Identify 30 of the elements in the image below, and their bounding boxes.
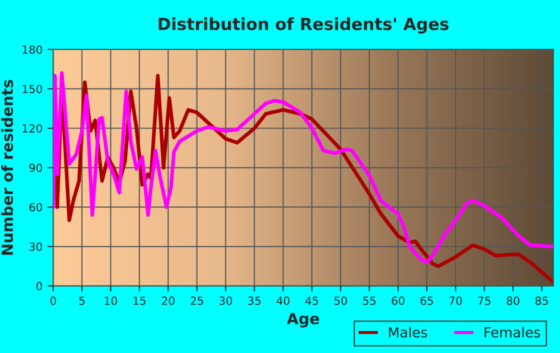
x-tick-label: 80	[506, 296, 520, 305]
x-tick-label: 30	[219, 296, 232, 305]
x-tick-label: 20	[162, 296, 174, 305]
legend-label: Males	[389, 326, 428, 338]
x-tick-label: 70	[449, 296, 462, 305]
y-tick-label: 0	[36, 282, 42, 290]
y-tick-label: 60	[29, 203, 42, 212]
x-tick-label: 65	[420, 296, 433, 305]
y-tick-label: 120	[22, 124, 42, 133]
x-tick-label: 85	[535, 296, 548, 305]
x-tick-label: 10	[104, 296, 118, 305]
x-axis-title: Age	[286, 313, 320, 328]
x-tick-label: 75	[478, 296, 490, 305]
chart-title: Distribution of Residents' Ages	[158, 17, 449, 34]
x-tick-label: 35	[248, 296, 260, 305]
y-tick-label: 30	[29, 242, 42, 251]
x-tick-label: 5	[79, 296, 85, 305]
x-tick-label: 55	[363, 296, 376, 305]
x-tick-label: 50	[334, 296, 347, 305]
y-tick-label: 150	[22, 84, 42, 94]
x-tick-label: 40	[276, 296, 290, 305]
legend-label: Females	[484, 326, 540, 338]
x-tick-label: 25	[190, 296, 203, 305]
y-tick-label: 180	[22, 45, 42, 54]
x-tick-label: 0	[50, 296, 56, 305]
x-tick-label: 45	[305, 296, 318, 305]
y-tick-label: 90	[29, 164, 42, 172]
x-tick-label: 60	[392, 296, 404, 305]
y-axis-title: Number of residents	[1, 80, 14, 255]
x-tick-label: 15	[134, 296, 146, 305]
